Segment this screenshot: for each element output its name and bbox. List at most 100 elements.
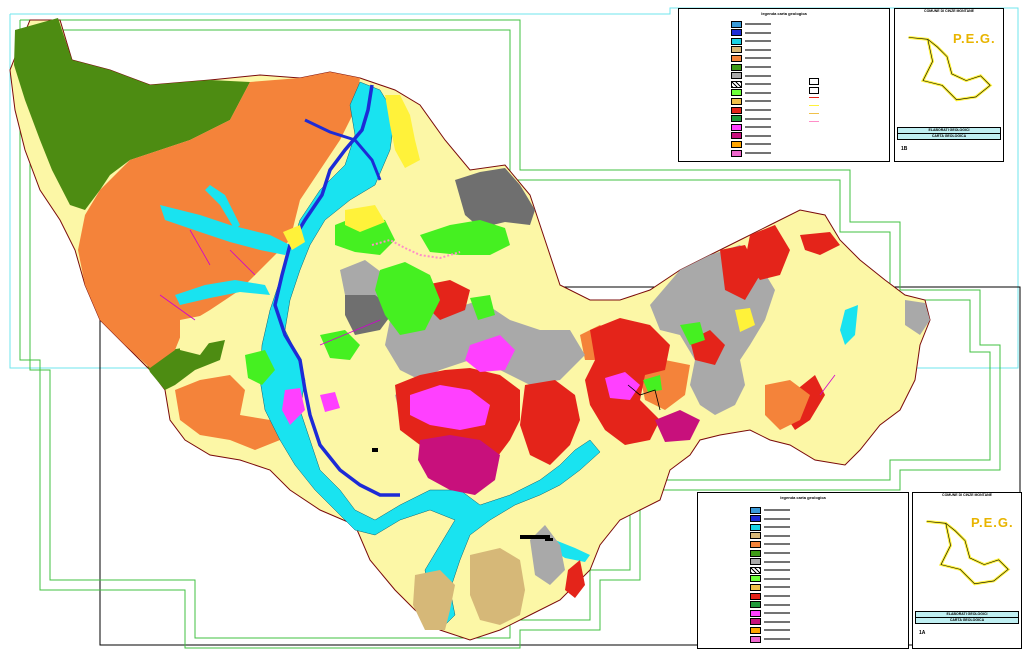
- legend-swatch: [731, 149, 742, 157]
- legend-row: [750, 515, 790, 523]
- legend-swatch: [750, 635, 761, 643]
- unit-orange-west: [78, 72, 360, 368]
- legend-swatch: [750, 558, 761, 566]
- unit-magenta-sw: [320, 392, 340, 412]
- title-block-top-minimap: [908, 35, 993, 102]
- unit-tan-south-2: [470, 548, 525, 625]
- legend-swatch: [731, 106, 742, 114]
- legend-label-line: [764, 629, 790, 632]
- legend-label-line: [745, 126, 771, 129]
- legend-swatch: [731, 89, 742, 97]
- legend-label-line: [764, 612, 790, 615]
- unit-red-northeast-2: [720, 245, 760, 300]
- legend-row: [731, 46, 771, 54]
- legend-swatch: [750, 583, 761, 591]
- legend-label-line: [745, 91, 771, 94]
- legend-bottom-title: legenda carta geologica: [780, 495, 826, 500]
- legend-swatch: [731, 46, 742, 54]
- legend-swatch: [731, 20, 742, 28]
- legend-row: [750, 609, 790, 617]
- unit-cyan-tributary-sw: [175, 280, 270, 305]
- legend-swatch: [750, 601, 761, 609]
- unit-lime-north-2: [420, 220, 510, 255]
- title-block-bottom-header: COMUNE DI CINZE MONTANE: [942, 493, 992, 497]
- legend-swatch: [731, 72, 742, 80]
- unit-yellow-east: [735, 308, 755, 332]
- legend-label-line: [745, 117, 771, 120]
- unit-yellow-west: [283, 225, 305, 250]
- legend-label-line: [764, 509, 790, 511]
- unit-tan-south: [413, 570, 455, 630]
- feature-black-2: [545, 538, 553, 541]
- unit-lime-east-2: [643, 375, 662, 392]
- unit-crimson-east: [655, 410, 700, 442]
- unit-lime-north-3: [470, 295, 495, 320]
- legend-row: [731, 123, 771, 131]
- unit-yellow-north-2: [345, 205, 385, 232]
- legend-swatch: [731, 29, 742, 37]
- legend-swatch: [731, 54, 742, 62]
- title-block-top-band2: CARTA GEOLOGICA: [897, 133, 1001, 140]
- legend-row: [750, 626, 790, 634]
- unit-orange-southwest: [175, 375, 280, 450]
- legend-swatch: [731, 123, 742, 131]
- legend-swatch: [750, 626, 761, 634]
- legend-label-line: [745, 109, 771, 111]
- unit-red-north: [425, 280, 470, 320]
- legend-row: [750, 618, 790, 626]
- title-block-bottom: COMUNE DI CINZE MONTANE P.E.G. ELABORATI…: [912, 492, 1022, 649]
- unit-magenta-north: [465, 335, 515, 372]
- unit-cream-west: [180, 315, 215, 355]
- legend-top-symbols: [809, 21, 849, 141]
- legend-symbol-pink-line: [809, 121, 819, 122]
- title-block-bottom-brand: P.E.G.: [971, 515, 1014, 530]
- title-block-bottom-minimap: [926, 519, 1011, 586]
- unit-red-south: [565, 560, 585, 598]
- legend-row: [731, 72, 771, 80]
- legend-row: [750, 635, 790, 643]
- legend-row: [731, 89, 771, 97]
- legend-top-title: legenda carta geologica: [761, 11, 807, 16]
- legend-label-line: [745, 134, 771, 137]
- legend-symbol-box: [809, 78, 819, 85]
- legend-swatch: [750, 506, 761, 514]
- legend-swatch: [750, 592, 761, 600]
- legend-swatch: [750, 532, 761, 540]
- unit-magenta-center: [410, 385, 490, 430]
- legend-label-line: [745, 57, 771, 60]
- legend-swatch: [750, 575, 761, 583]
- legend-row: [750, 549, 790, 557]
- legend-row: [750, 506, 790, 514]
- legend-label-line: [764, 603, 790, 606]
- legend-swatch: [750, 523, 761, 531]
- legend-row: [750, 575, 790, 583]
- unit-crimson-center: [418, 435, 500, 495]
- legend-swatch: [731, 140, 742, 148]
- legend-label-line: [745, 152, 771, 154]
- zone-outline-green-2: [29, 29, 991, 639]
- unit-lime-center: [375, 262, 440, 335]
- unit-lime-east: [680, 322, 705, 345]
- title-block-top-brand: P.E.G.: [953, 31, 996, 46]
- legend-row: [731, 37, 771, 45]
- legend-label-line: [745, 143, 771, 146]
- legend-row: [750, 583, 790, 591]
- legend-row: [750, 601, 790, 609]
- legend-row: [731, 97, 771, 105]
- legend-symbol-yellow-line: [809, 105, 819, 106]
- unit-cyan-valley: [259, 81, 601, 626]
- zone-outline-green: [19, 19, 1001, 649]
- legend-row: [731, 80, 771, 88]
- legend-swatch: [750, 515, 761, 523]
- unit-lime-west: [320, 330, 360, 360]
- legend-swatch: [750, 566, 761, 574]
- unit-yellow-north: [385, 95, 420, 168]
- unit-gray-far-east: [905, 300, 930, 335]
- legend-row: [731, 140, 771, 148]
- legend-label-line: [745, 31, 771, 34]
- title-block-top-sheet: 1B: [901, 146, 908, 152]
- unit-red-ne-strip: [800, 232, 840, 255]
- unit-cyan-tributary-w: [160, 205, 290, 255]
- legend-label-line: [764, 586, 790, 589]
